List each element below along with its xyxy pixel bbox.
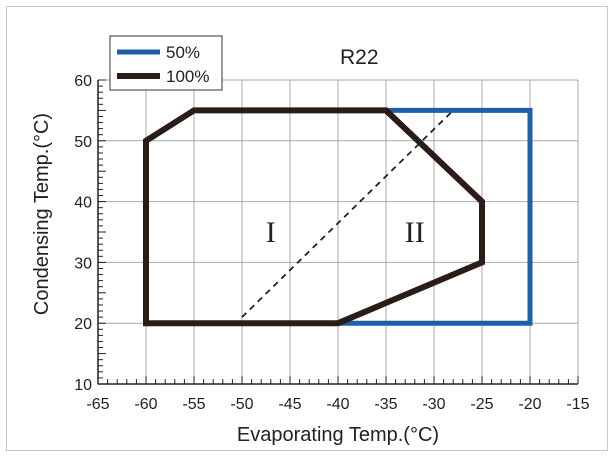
y-tick-label: 40: [74, 195, 92, 212]
legend-label-50: 50%: [166, 43, 200, 62]
x-tick-label: -65: [86, 396, 109, 413]
x-tick-label: -30: [422, 396, 445, 413]
x-tick-label: -55: [182, 396, 205, 413]
x-axis-label: Evaporating Temp.(°C): [237, 424, 439, 446]
x-tick-label: -35: [374, 396, 397, 413]
region-label-I: I: [266, 216, 276, 249]
legend: 50% 100%: [109, 35, 223, 91]
y-tick-label: 30: [74, 255, 92, 272]
x-tick-label: -20: [518, 396, 541, 413]
region-divider-dashed: [241, 109, 454, 318]
labels: R22 Evaporating Temp.(°C) Condensing Tem…: [31, 46, 590, 446]
x-tick-label: -40: [326, 396, 349, 413]
x-tick-label: -60: [134, 396, 157, 413]
y-tick-label: 10: [74, 377, 92, 394]
chart-title: R22: [340, 46, 379, 69]
legend-label-100: 100%: [166, 67, 209, 86]
y-tick-label: 50: [74, 134, 92, 151]
x-tick-label: -50: [230, 396, 253, 413]
series-100-envelope: [143, 107, 485, 327]
series-layer: [143, 107, 533, 327]
x-tick-label: -25: [470, 396, 493, 413]
region-label-II: II: [405, 216, 425, 249]
x-tick-label: -45: [278, 396, 301, 413]
y-tick-label: 60: [74, 73, 92, 90]
y-axis-label: Condensing Temp.(°C): [31, 113, 53, 315]
legend-box: [109, 35, 223, 91]
y-tick-label: 20: [74, 316, 92, 333]
axes: [97, 79, 579, 385]
x-tick-label: -15: [566, 396, 589, 413]
